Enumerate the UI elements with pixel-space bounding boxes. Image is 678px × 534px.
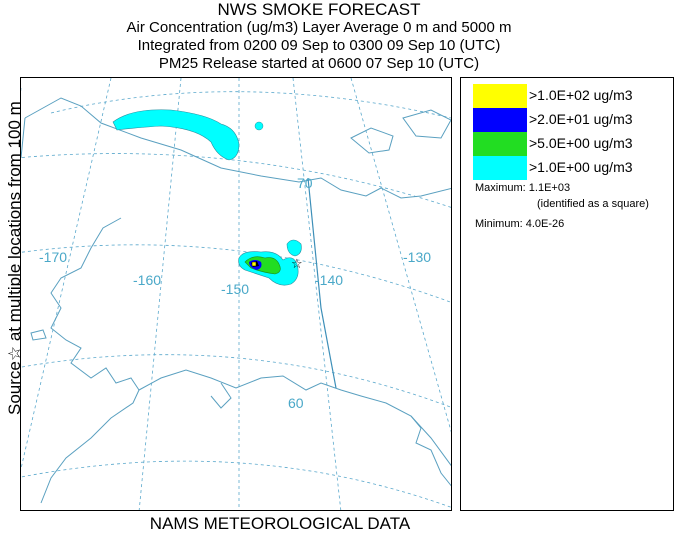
lat-label-70: 70 [297,175,313,191]
legend-row-2: >2.0E+01 ug/m3 [473,108,673,132]
legend-row-3: >5.0E+00 ug/m3 [473,132,673,156]
meridian--160 [138,78,182,510]
lat-label-60: 60 [288,395,304,411]
lon-label--140: -140 [315,272,343,288]
arctic-coast [24,97,451,199]
lat-line-65 [21,244,451,303]
legend-swatch-yellow [473,84,527,108]
lon-label--170: -170 [39,249,67,265]
legend-swatch-cyan [473,156,527,180]
alaska-map[interactable]: ☆ -170 -160 -150 -140 -130 70 60 [21,78,452,511]
forecast-title: NWS SMOKE FORECAST [217,0,421,19]
smoke-plumes [112,109,302,286]
gulf-coast [138,369,451,467]
kenai [210,382,232,409]
lon-label--150: -150 [221,281,249,297]
maximum-note: (identified as a square) [537,198,649,210]
se-alaska [410,415,451,487]
lon-label--130: -130 [403,249,431,265]
legend-swatch-green [473,132,527,156]
grid-labels: -170 -160 -150 -140 -130 70 60 [39,175,431,411]
legend-label: >1.0E+02 ug/m3 [529,87,633,103]
maximum-square [251,261,257,267]
minimum-value: Minimum: 4.0E-26 [475,218,565,230]
st-lawrence [30,329,47,341]
lat-line-75 [50,91,451,119]
legend-panel: >1.0E+02 ug/m3 >2.0E+01 ug/m3 >5.0E+00 u… [460,77,674,511]
meteorological-data-footer: NAMS METEOROLOGICAL DATA [149,514,411,533]
meridian--130 [350,78,451,433]
meridian--140 [292,78,342,510]
map-panel[interactable]: ☆ -170 -160 -150 -140 -130 70 60 [20,77,452,511]
lat-line-70 [21,153,451,208]
bering-coast [40,217,140,504]
coastline [21,97,451,504]
longitude-lines [21,78,451,510]
latitude-lines [21,91,451,508]
small-plume [254,121,264,131]
canadian-islands [350,109,451,154]
legend-swatch-blue [473,108,527,132]
legend-row-4: >1.0E+00 ug/m3 [473,156,673,180]
lat-line-60 [21,354,451,408]
lat-line-55 [21,460,451,508]
legend-label: >2.0E+01 ug/m3 [529,111,633,127]
legend-label: >5.0E+00 ug/m3 [529,135,633,151]
meridian--170 [21,78,112,471]
release-start: PM25 Release started at 0600 07 Sep 10 (… [158,55,480,72]
interior-plume-cyan-2 [286,239,302,257]
legend-label: >1.0E+00 ug/m3 [529,159,633,175]
arctic-plume [112,109,240,161]
maximum-value: Maximum: 1.1E+03 [475,182,571,194]
source-star-icon: ☆ [291,257,303,272]
west-coast [21,117,26,159]
lon-label--160: -160 [133,272,161,288]
legend-row-1: >1.0E+02 ug/m3 [473,84,673,108]
concentration-subtitle: Air Concentration (ug/m3) Layer Average … [126,19,512,36]
border-line [307,177,337,389]
integration-period: Integrated from 0200 09 Sep to 0300 09 S… [137,37,501,54]
